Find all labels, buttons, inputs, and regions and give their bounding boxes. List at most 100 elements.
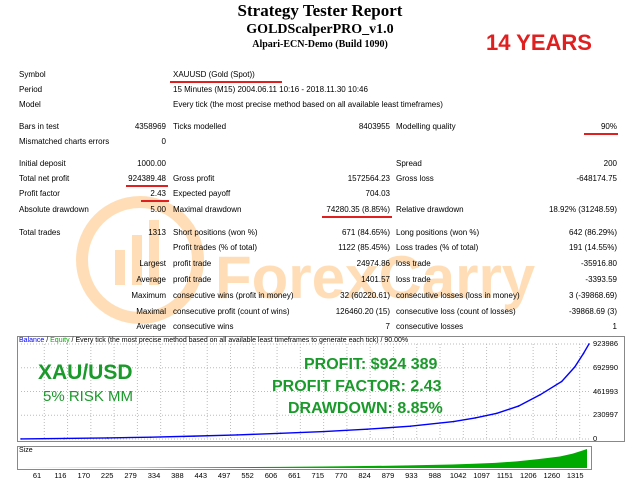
- avg-profit-label: profit trade: [173, 275, 212, 284]
- largest-loss-label: loss trade: [396, 259, 431, 268]
- maximum-label: Maximum: [131, 291, 166, 300]
- x-tick-label: 770: [334, 471, 348, 480]
- long-positions-label: Long positions (won %): [396, 228, 480, 237]
- bars-label: Bars in test: [19, 122, 60, 131]
- largest-loss-value: -35916.80: [580, 259, 617, 268]
- largest-profit-label: profit trade: [173, 259, 212, 268]
- expert-name: GOLDScalperPRO_v1.0: [246, 22, 394, 37]
- maximal-consecutive-profit-label: consecutive profit (count of wins): [173, 307, 290, 316]
- size-label: Size: [19, 447, 33, 454]
- balance-chart: [17, 336, 625, 442]
- expected-payoff-value: 704.03: [365, 189, 390, 198]
- profit-trades-value: 1122 (85.45%): [338, 243, 390, 252]
- legend-rest: / Every tick (the most precise method ba…: [69, 337, 409, 344]
- net-profit-label: Total net profit: [19, 174, 70, 183]
- avg-consecutive-losses-value: 1: [612, 322, 617, 331]
- balance-point: [20, 438, 22, 440]
- maximal-label: Maximal: [136, 307, 166, 316]
- max-consecutive-wins-value: 32 (60220.61): [340, 291, 390, 300]
- legend-equity: Equity: [50, 337, 70, 344]
- spread-label: Spread: [396, 159, 422, 168]
- profit-factor-label: Profit factor: [19, 189, 60, 198]
- y-tick-label: 923986: [593, 339, 619, 348]
- balance-point: [474, 417, 477, 419]
- loss-trades-label: Loss trades (% of total): [396, 243, 479, 252]
- y-tick-label: 461993: [593, 386, 619, 396]
- server-build: Alpari-ECN-Demo (Build 1090): [252, 39, 388, 50]
- watermark-logo: ForexCarry: [70, 180, 570, 330]
- x-tick-label: 606: [264, 471, 278, 480]
- maximal-consecutive-loss-label: consecutive loss (count of losses): [396, 307, 516, 316]
- y-tick-label: 692990: [593, 362, 619, 372]
- balance-point: [409, 425, 412, 427]
- x-tick-label: 443: [194, 471, 208, 480]
- maximal-consecutive-loss-value: -39868.69 (3): [568, 307, 617, 316]
- overlay-profit: PROFIT: $924 389: [304, 356, 438, 373]
- balance-point: [452, 420, 455, 423]
- spread-value: 200: [603, 159, 617, 168]
- rel-drawdown-value: 18.92% (31248.59): [548, 205, 617, 214]
- avg-consecutive-wins-value: 7: [385, 322, 390, 331]
- avg-consecutive-wins-label: consecutive wins: [173, 322, 234, 331]
- max-consecutive-losses-label: consecutive losses (loss in money): [396, 291, 520, 300]
- gross-loss-label: Gross loss: [396, 174, 434, 183]
- ticks-label: Ticks modelled: [173, 122, 227, 131]
- model-label: Model: [19, 100, 41, 109]
- max-consecutive-wins-label: consecutive wins (profit in money): [173, 291, 294, 300]
- x-tick-label: 116: [54, 471, 67, 480]
- years-badge: 14 YEARS: [486, 30, 592, 55]
- deposit-value: 1000.00: [137, 159, 166, 168]
- report-title: Strategy Tester Report: [237, 1, 403, 20]
- max-drawdown-underline: [322, 216, 392, 218]
- short-positions-label: Short positions (won %): [173, 228, 258, 237]
- x-tick-label: 1151: [496, 471, 514, 480]
- largest-profit-value: 24974.86: [356, 259, 390, 268]
- balance-point: [149, 436, 152, 438]
- x-tick-label: 1097: [473, 471, 490, 480]
- x-tick-label: 225: [100, 471, 114, 480]
- overlay-symbol: XAU/USD: [38, 361, 133, 384]
- loss-trades-value: 191 (14.55%): [568, 243, 617, 252]
- period-value: 15 Minutes (M15) 2004.06.11 10:16 - 2018…: [173, 85, 368, 94]
- balance-point: [366, 428, 368, 431]
- balance-point: [573, 366, 576, 368]
- balance-point: [63, 437, 66, 440]
- total-trades-value: 1313: [148, 228, 166, 237]
- symbol-value: XAUUSD (Gold (Spot)): [173, 70, 255, 79]
- rel-drawdown-label: Relative drawdown: [396, 205, 464, 214]
- bars-value: 4358969: [134, 122, 166, 131]
- avg-loss-value: -3393.59: [585, 275, 617, 284]
- symbol-underline: [170, 81, 282, 83]
- profit-factor-underline: [141, 200, 169, 202]
- net-profit-underline: [126, 185, 168, 187]
- x-tick-label: 661: [288, 471, 301, 480]
- avg-profit-value: 1401.57: [361, 275, 390, 284]
- balance-point: [279, 432, 282, 435]
- period-label: Period: [19, 85, 43, 94]
- max-consecutive-losses-value: 3 (-39868.69): [568, 291, 617, 300]
- balance-point: [323, 430, 325, 433]
- largest-label: Largest: [139, 259, 166, 268]
- x-tick-label: 279: [124, 471, 137, 480]
- balance-point: [193, 435, 195, 437]
- x-tick-label: 933: [405, 471, 418, 480]
- abs-drawdown-label: Absolute drawdown: [19, 205, 89, 214]
- mismatch-value: 0: [161, 137, 166, 146]
- size-area: [20, 448, 587, 468]
- expected-payoff-label: Expected payoff: [173, 189, 231, 198]
- maximal-consecutive-profit-value: 126460.20 (15): [335, 307, 390, 316]
- gross-profit-label: Gross profit: [173, 174, 215, 183]
- balance-curve-plot: [20, 343, 590, 440]
- x-tick-label: 1042: [449, 471, 467, 480]
- overlay-profit-factor: PROFIT FACTOR: 2.43: [272, 378, 442, 395]
- overlay-drawdown: DRAWDOWN: 8.85%: [288, 400, 443, 417]
- balance-point: [539, 393, 541, 396]
- x-tick-label: 61: [32, 471, 42, 480]
- net-profit-value: 924389.48: [128, 174, 166, 183]
- x-tick-label: 879: [381, 471, 395, 480]
- x-tick-label: 497: [217, 471, 231, 480]
- model-value: Every tick (the most precise method base…: [173, 100, 443, 109]
- balance-point: [588, 343, 590, 345]
- gross-loss-value: -648174.75: [576, 174, 617, 183]
- overlay-risk: 5% RISK MM: [43, 388, 134, 405]
